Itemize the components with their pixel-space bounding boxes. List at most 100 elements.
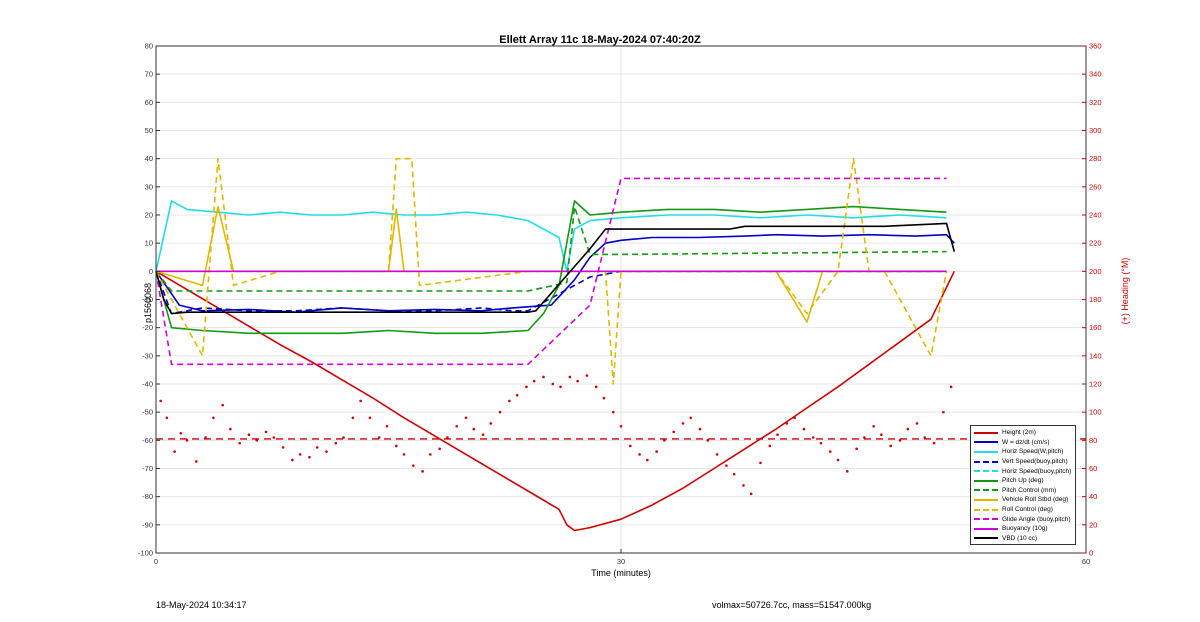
y2-tick-label: 240 [1089, 211, 1102, 220]
heading-point [368, 416, 372, 420]
heading-point [863, 436, 866, 439]
legend-entry: Vert Speed(buoy,pitch) [974, 457, 1072, 467]
legend-entry: Horiz Speed(W,pitch) [974, 447, 1072, 457]
y2-tick-label: 0 [1089, 549, 1093, 558]
y-tick-label: -60 [142, 436, 153, 445]
heading-point [942, 410, 945, 414]
heading-point [611, 410, 615, 414]
y-tick-label: 40 [145, 154, 153, 163]
heading-point [185, 439, 189, 442]
series-layer [155, 157, 1086, 532]
heading-point [351, 416, 355, 420]
heading-point [159, 399, 162, 403]
footer-timestamp: 18-May-2024 10:34:17 [156, 600, 247, 610]
heading-point [880, 433, 883, 437]
heading-point [802, 427, 806, 431]
legend-swatch [974, 431, 998, 434]
legend-entry: Vehicle Roll Stbd (deg) [974, 495, 1072, 505]
y2-tick-label: 160 [1089, 323, 1102, 332]
heading-point [715, 453, 719, 456]
y-tick-label: -70 [142, 464, 153, 473]
heading-point [602, 396, 606, 400]
heading-point [429, 453, 432, 456]
y2-tick-label: 340 [1089, 70, 1102, 79]
y-tick-label: -50 [142, 408, 153, 417]
heading-point [515, 393, 519, 397]
grid [155, 45, 1087, 554]
heading-point [559, 385, 562, 389]
legend-label: Height (2m) [1002, 429, 1036, 437]
y2-tick-label: 100 [1089, 408, 1102, 417]
y2-tick-label: 20 [1089, 520, 1097, 529]
legend-label: Horiz Speed(buoy,pitch) [1002, 467, 1072, 475]
heading-point [855, 447, 858, 451]
y-tick-label: -30 [142, 351, 153, 360]
heading-point [464, 416, 468, 420]
legend-label: Pitch Control (mm) [1002, 486, 1057, 494]
heading-point [481, 433, 485, 437]
legend-swatch [974, 489, 998, 492]
legend-entry: Buoyancy (10g) [974, 524, 1072, 534]
legend-entry: W = dz/dt (cm/s) [974, 438, 1072, 448]
legend-entry: Roll Control (deg) [974, 505, 1072, 515]
heading-point [385, 424, 389, 428]
legend-label: Pitch Up (deg) [1002, 477, 1044, 485]
series-line-3 [155, 270, 947, 315]
heading-point [889, 444, 892, 448]
heading-point [793, 416, 796, 420]
heading-point [325, 450, 328, 453]
y2-tick-label: 280 [1089, 154, 1102, 163]
y-tick-label: -80 [142, 492, 153, 501]
y-tick-label: -20 [142, 323, 153, 332]
x-tick-label: 30 [617, 557, 625, 566]
axes: 0 30 60-100-90-80-70-60-50-40-30-20-100102… [138, 42, 1102, 567]
y-tick-label: -10 [142, 295, 153, 304]
heading-point [455, 424, 459, 428]
y-tick-label: -100 [138, 549, 153, 558]
heading-point [619, 424, 623, 428]
heading-point [195, 460, 198, 463]
series-line-11 [155, 222, 956, 315]
y-tick-label: 10 [145, 239, 153, 248]
legend-swatch [974, 479, 998, 482]
heading-point [402, 453, 406, 456]
heading-point [204, 436, 207, 439]
heading-point [585, 374, 589, 377]
heading-point [819, 441, 823, 445]
legend-label: Vehicle Roll Stbd (deg) [1002, 496, 1069, 504]
heading-point [221, 403, 224, 407]
heading-point [334, 441, 338, 445]
heading-point [568, 375, 572, 379]
series-line-6 [155, 205, 947, 292]
heading-point [655, 450, 658, 453]
heading-point [281, 446, 285, 449]
heading-point [725, 464, 728, 467]
y2-tick-label: 200 [1089, 267, 1102, 276]
footer-volmax-mass: volmax=50726.7cc, mass=51547.000kg [712, 600, 872, 610]
legend-entry: Pitch Up (deg) [974, 476, 1072, 486]
heading-point [828, 450, 832, 453]
heading-point [298, 453, 302, 456]
y-tick-label: -40 [142, 380, 153, 389]
heading-point [672, 430, 675, 434]
heading-point [906, 427, 910, 431]
heading-point [342, 436, 345, 439]
heading-point [308, 455, 311, 459]
series-line-1 [155, 233, 955, 314]
heading-point [646, 458, 649, 462]
y-tick-label: 20 [145, 211, 153, 220]
heading-point [629, 444, 632, 448]
heading-point [508, 399, 511, 403]
heading-point [872, 424, 875, 428]
legend-label: Roll Control (deg) [1002, 506, 1053, 514]
heading-point [446, 436, 449, 439]
heading-point [811, 436, 815, 439]
y-tick-label: 50 [145, 126, 153, 135]
heading-point [255, 439, 259, 442]
y2-tick-label: 320 [1089, 98, 1102, 107]
heading-point [291, 458, 294, 462]
series-line-2 [155, 200, 947, 273]
legend-swatch [974, 537, 998, 540]
heading-point [272, 436, 276, 439]
y2-tick-label: 140 [1089, 351, 1102, 360]
